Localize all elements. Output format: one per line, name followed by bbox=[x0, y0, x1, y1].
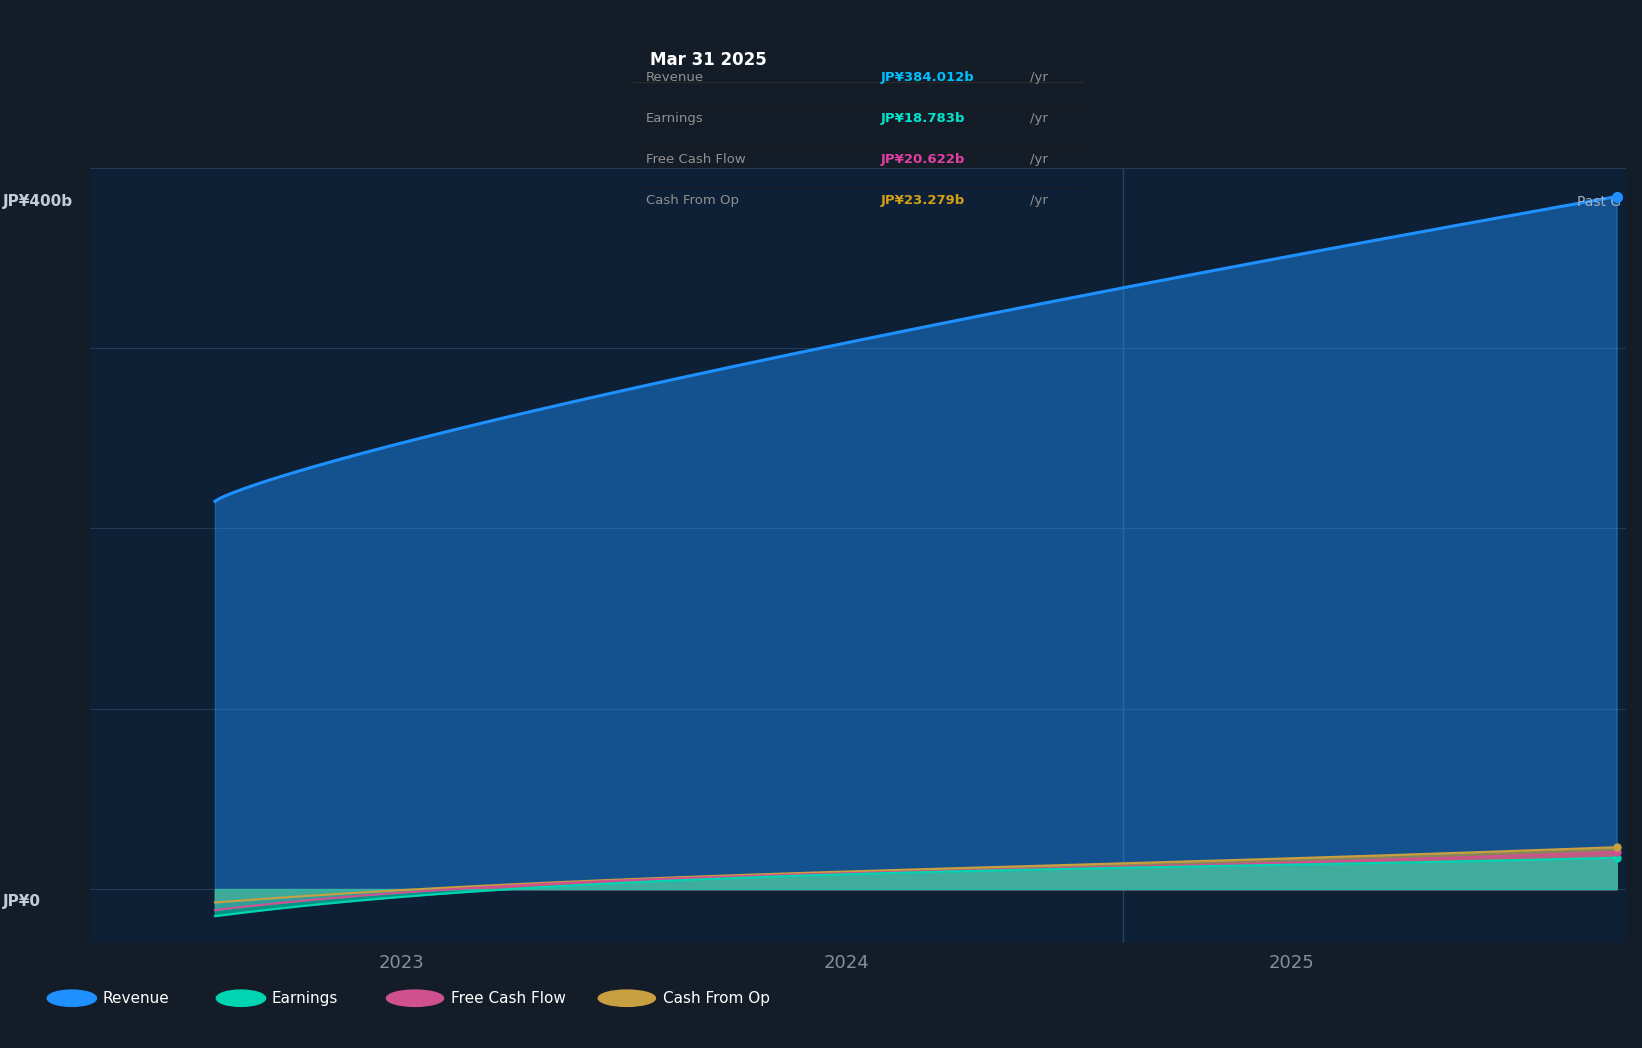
Text: JP¥23.279b: JP¥23.279b bbox=[880, 194, 965, 206]
Text: Mar 31 2025: Mar 31 2025 bbox=[650, 51, 767, 69]
Text: /yr: /yr bbox=[1030, 112, 1048, 125]
Text: Past G: Past G bbox=[1576, 195, 1621, 209]
Text: Revenue: Revenue bbox=[645, 71, 704, 84]
Text: /yr: /yr bbox=[1030, 194, 1048, 206]
Text: /yr: /yr bbox=[1030, 153, 1048, 166]
Text: /yr: /yr bbox=[1030, 71, 1048, 84]
Text: Revenue: Revenue bbox=[102, 990, 169, 1006]
Text: Cash From Op: Cash From Op bbox=[645, 194, 739, 206]
Text: JP¥20.622b: JP¥20.622b bbox=[880, 153, 965, 166]
Text: Earnings: Earnings bbox=[273, 990, 338, 1006]
Circle shape bbox=[48, 990, 97, 1006]
Circle shape bbox=[386, 990, 443, 1006]
Text: JP¥400b: JP¥400b bbox=[3, 194, 74, 209]
Text: Free Cash Flow: Free Cash Flow bbox=[645, 153, 745, 166]
Text: JP¥0: JP¥0 bbox=[3, 894, 41, 910]
Circle shape bbox=[598, 990, 655, 1006]
Text: JP¥384.012b: JP¥384.012b bbox=[880, 71, 974, 84]
Text: Free Cash Flow: Free Cash Flow bbox=[450, 990, 565, 1006]
Text: JP¥18.783b: JP¥18.783b bbox=[880, 112, 965, 125]
Text: Cash From Op: Cash From Op bbox=[662, 990, 770, 1006]
Text: Earnings: Earnings bbox=[645, 112, 703, 125]
Circle shape bbox=[217, 990, 266, 1006]
